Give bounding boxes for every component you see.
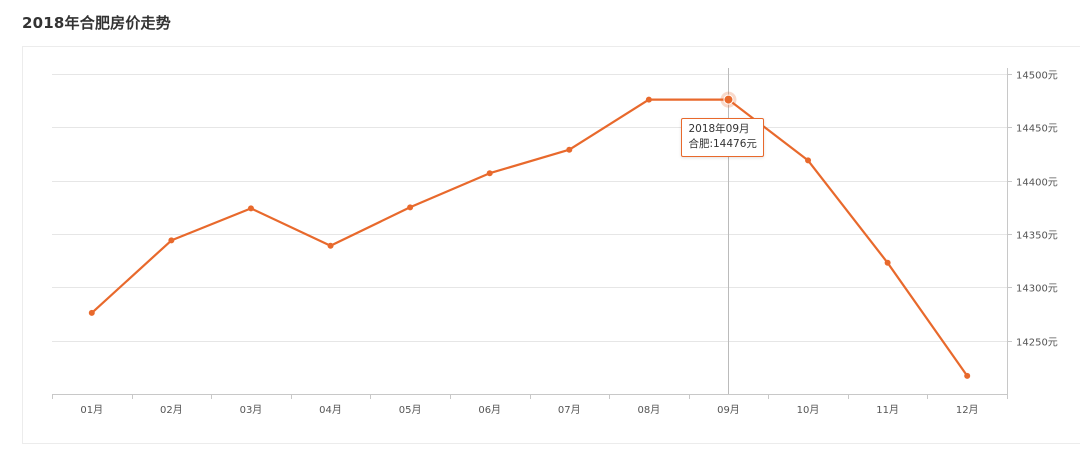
series-layer xyxy=(88,91,971,379)
data-point xyxy=(247,205,254,212)
x-tick-label: 05月 xyxy=(399,404,422,416)
data-point xyxy=(168,237,175,244)
x-tick-label: 11月 xyxy=(876,404,899,416)
page-title: 2018年合肥房价走势 xyxy=(22,14,171,32)
line-chart: 14500元 14450元 14400元 14350元 14300元 14250元 01月 0… xyxy=(52,68,1058,417)
x-tick-label: 08月 xyxy=(638,404,661,416)
y-tick-label: 14400元 xyxy=(1016,178,1058,189)
x-tick-label: 09月 xyxy=(717,404,740,416)
data-point xyxy=(884,259,891,266)
tooltip-title: 2018年09月 xyxy=(688,122,750,135)
series-line xyxy=(91,98,969,377)
data-point xyxy=(964,372,971,379)
y-tick-label: 14300元 xyxy=(1016,284,1058,295)
x-tick-label: 12月 xyxy=(956,404,979,416)
data-point xyxy=(486,170,493,177)
x-tick-label: 02月 xyxy=(160,404,183,416)
y-tick-label: 14350元 xyxy=(1016,231,1058,242)
y-tick-label: 14450元 xyxy=(1016,124,1058,135)
data-point xyxy=(407,204,414,211)
x-tick-label: 10月 xyxy=(797,404,820,416)
tooltip-value-row: 合肥:14476元 xyxy=(688,137,756,152)
highlight-point xyxy=(723,94,734,105)
data-point xyxy=(327,242,334,249)
tooltip-value: 14476元 xyxy=(713,137,757,150)
data-tooltip: 2018年09月 合肥:14476元 xyxy=(681,117,764,157)
data-point xyxy=(805,157,812,164)
tooltip-series-label: 合肥: xyxy=(688,137,713,150)
y-tick-label: 14250元 xyxy=(1016,338,1058,349)
x-tick-label: 04月 xyxy=(319,404,342,416)
tick-labels: 14500元 14450元 14400元 14350元 14300元 14250元 01月 0… xyxy=(80,71,1057,417)
axes xyxy=(52,68,1012,399)
data-point xyxy=(645,96,652,103)
x-tick-label: 01月 xyxy=(80,404,103,416)
data-point xyxy=(88,309,95,316)
x-tick-label: 07月 xyxy=(558,404,581,416)
x-tick-label: 06月 xyxy=(478,404,501,416)
data-point xyxy=(566,146,573,153)
x-tick-label: 03月 xyxy=(240,404,263,416)
grid-lines xyxy=(52,74,1007,342)
chart-panel: 14500元 14450元 14400元 14350元 14300元 14250元 01月 0… xyxy=(22,46,1080,444)
y-tick-label: 14500元 xyxy=(1016,71,1058,82)
